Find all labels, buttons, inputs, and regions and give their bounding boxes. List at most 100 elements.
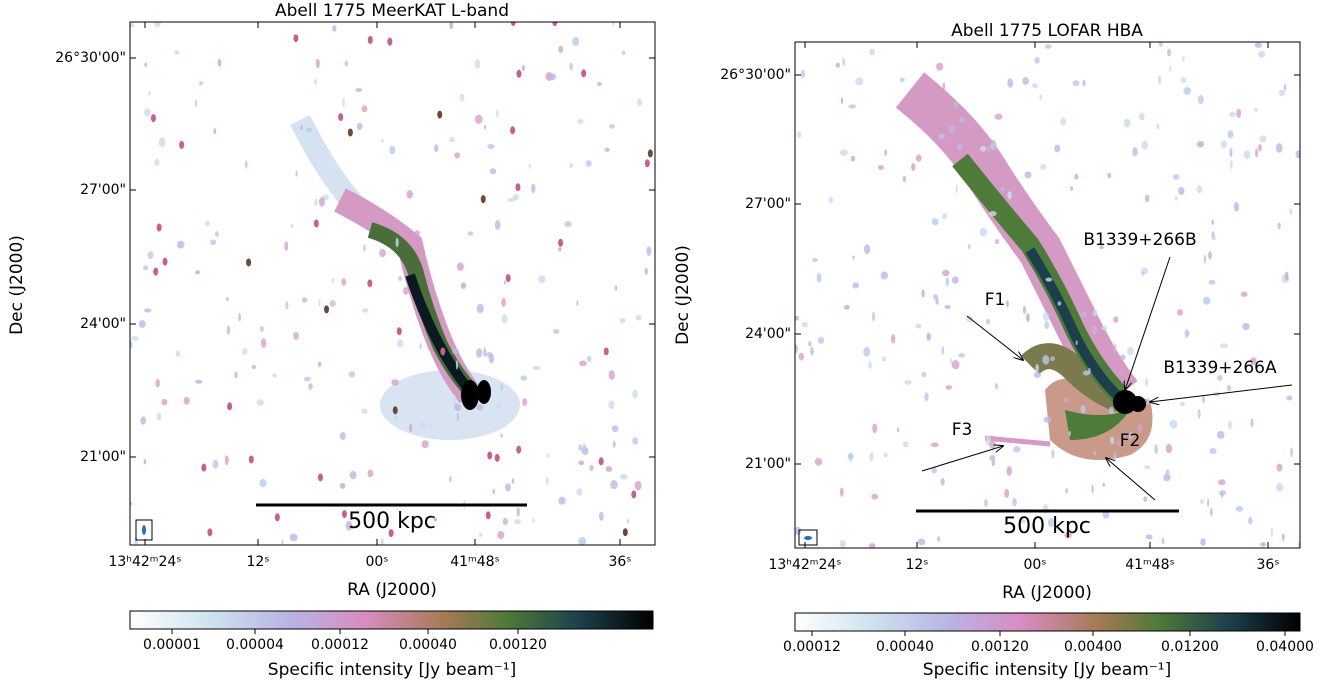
noise <box>1022 77 1030 85</box>
noise <box>994 382 999 390</box>
noise <box>475 348 483 358</box>
noise <box>1068 430 1072 437</box>
noise <box>987 145 990 153</box>
source <box>162 257 168 266</box>
noise <box>134 537 138 545</box>
annotation: F2 <box>1120 431 1141 451</box>
noise <box>1229 160 1233 170</box>
colorbar-tick-label: 0.00040 <box>399 637 457 653</box>
noise <box>839 487 844 497</box>
noise <box>1258 143 1262 152</box>
noise <box>1208 251 1212 260</box>
source <box>150 114 156 123</box>
noise <box>367 469 374 478</box>
noise <box>315 58 320 69</box>
noise <box>646 246 652 256</box>
noise <box>576 488 583 496</box>
noise <box>483 347 487 358</box>
noise <box>1127 346 1134 356</box>
noise <box>951 360 960 370</box>
source <box>153 267 159 276</box>
noise <box>301 297 308 303</box>
noise <box>403 287 409 295</box>
noise <box>1260 542 1266 547</box>
noise <box>174 50 180 55</box>
noise <box>456 412 459 422</box>
noise <box>1091 484 1094 494</box>
noise <box>363 244 366 252</box>
noise <box>1165 443 1173 454</box>
noise <box>183 396 190 405</box>
colorbar-tick-label: 0.00040 <box>876 639 934 655</box>
noise <box>1216 374 1223 381</box>
y-tick-label: 26°30'00" <box>720 67 791 83</box>
noise <box>955 184 958 194</box>
noise <box>644 267 649 275</box>
noise <box>1203 254 1207 264</box>
noise <box>1200 498 1204 505</box>
colorbar-tick-label: 0.04000 <box>1256 639 1314 655</box>
noise <box>318 299 321 307</box>
noise <box>1012 497 1017 507</box>
noise <box>488 353 495 364</box>
noise <box>1054 144 1061 153</box>
noise <box>798 352 805 361</box>
source <box>347 128 353 137</box>
noise <box>850 155 855 162</box>
colorbar-tick-label: 0.00012 <box>311 637 369 653</box>
source <box>367 36 373 45</box>
noise <box>930 442 939 448</box>
noise <box>1216 430 1225 439</box>
noise <box>244 160 248 169</box>
noise <box>619 318 626 324</box>
source <box>313 219 319 228</box>
noise <box>1180 77 1187 83</box>
noise <box>915 154 922 162</box>
noise <box>816 272 822 283</box>
noise <box>635 314 642 321</box>
noise <box>1108 406 1115 415</box>
noise <box>1259 135 1267 143</box>
noise <box>501 297 506 307</box>
noise <box>795 526 802 535</box>
noise <box>256 399 264 406</box>
panel-title: Abell 1775 MeerKAT L-band <box>275 1 509 21</box>
y-tick-label: 24'00" <box>80 316 126 332</box>
noise <box>521 64 526 72</box>
noise <box>1060 117 1066 126</box>
noise <box>1254 42 1263 48</box>
noise <box>492 488 496 495</box>
noise <box>421 440 429 449</box>
noise <box>1207 498 1210 508</box>
source <box>505 274 511 283</box>
noise <box>1178 186 1185 196</box>
noise <box>1035 363 1039 374</box>
axes-frame <box>794 41 1301 549</box>
y-tick-label: 26°30'00" <box>55 50 126 66</box>
noise <box>994 238 1000 245</box>
noise <box>611 425 619 432</box>
noise <box>1156 123 1160 130</box>
noise <box>489 168 497 175</box>
noise <box>626 519 630 524</box>
noise <box>576 300 579 307</box>
noise <box>531 183 536 194</box>
noise <box>290 224 294 229</box>
noise <box>984 498 988 508</box>
source <box>644 159 650 168</box>
noise <box>138 320 146 328</box>
noise <box>1229 111 1236 118</box>
source <box>392 406 398 415</box>
noise <box>1295 150 1300 159</box>
noise <box>564 221 572 228</box>
noise <box>453 394 457 405</box>
noise <box>349 470 357 480</box>
noise <box>985 318 990 325</box>
noise <box>1050 356 1055 362</box>
noise <box>852 255 855 260</box>
noise <box>1158 42 1163 47</box>
noise <box>455 360 459 370</box>
noise <box>1132 147 1138 157</box>
noise <box>881 356 887 362</box>
source <box>647 149 653 158</box>
